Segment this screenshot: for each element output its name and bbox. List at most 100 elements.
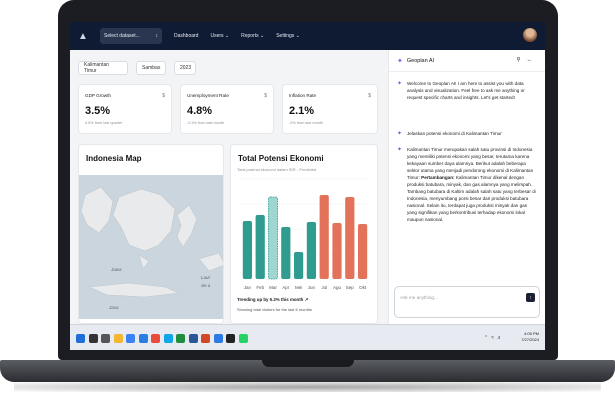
stat-value: 3.5% bbox=[85, 105, 111, 117]
chart-title: Total Potensi Ekonomi bbox=[238, 154, 324, 163]
map-label: Se a bbox=[201, 283, 211, 288]
chevron-up-icon[interactable]: ⌃ bbox=[484, 335, 492, 341]
chat-header-actions: ⚲↔ bbox=[516, 57, 538, 63]
x-tick-label: Mei bbox=[295, 285, 302, 290]
x-tick-label: Sep bbox=[346, 285, 355, 290]
clock-time: 4:05 PM bbox=[524, 331, 539, 336]
bar-okt[interactable] bbox=[357, 224, 368, 279]
mail-icon[interactable] bbox=[138, 334, 148, 343]
stat-card-unemployment: Unemployment Rate $ 4.8% -0.3% from last… bbox=[180, 84, 274, 134]
laptop-base bbox=[0, 360, 615, 382]
stat-change: -0.3% from last month bbox=[187, 121, 225, 125]
x-tick-label: Jun bbox=[308, 285, 316, 290]
bar-agu[interactable] bbox=[332, 223, 342, 279]
explorer-icon[interactable] bbox=[113, 334, 123, 343]
map-shapes bbox=[79, 175, 223, 319]
top-navbar: ▲ Select dataset... ↕ Dashboard Users ⌄ … bbox=[70, 22, 545, 50]
sparkle-icon: ✦ bbox=[397, 57, 403, 65]
message-text: Kalimantan Timur merupakan salah satu pr… bbox=[407, 147, 534, 180]
clock-date: 7/27/2024 bbox=[521, 337, 539, 342]
bar-feb[interactable] bbox=[255, 215, 265, 279]
x-tick-label: Agu bbox=[333, 285, 342, 290]
message-text-block: Kalimantan Timur merupakan salah satu pr… bbox=[407, 146, 537, 274]
x-tick-label: Mar bbox=[269, 285, 277, 290]
vscode-icon[interactable] bbox=[213, 334, 223, 343]
terminal-icon[interactable] bbox=[226, 334, 235, 343]
chat-message-assistant: ✦ Kalimantan Timur merupakan salah satu … bbox=[397, 146, 537, 274]
stat-change: -0% from last month bbox=[289, 121, 323, 125]
laptop-shadow bbox=[14, 382, 601, 392]
bar-jul[interactable] bbox=[319, 195, 329, 279]
chrome-icon[interactable] bbox=[151, 334, 160, 343]
windows-icon[interactable] bbox=[76, 334, 85, 343]
bar-jan[interactable] bbox=[242, 221, 253, 279]
bar-chart: Jan Feb Mar Apr Mei Jun Jul Agu Sep Okt bbox=[241, 178, 369, 290]
dataset-select[interactable]: Select dataset... ↕ bbox=[100, 28, 162, 44]
whatsapp-icon[interactable] bbox=[238, 334, 248, 343]
bar-apr[interactable] bbox=[281, 227, 291, 279]
x-tick-label: Jan bbox=[244, 285, 252, 290]
filter-regency[interactable]: Sambas bbox=[136, 61, 166, 75]
store-icon[interactable] bbox=[126, 334, 135, 343]
bar-mei[interactable] bbox=[293, 252, 304, 279]
send-button[interactable]: ↑ bbox=[526, 293, 535, 302]
bar-sep[interactable] bbox=[345, 197, 355, 279]
sparkle-icon: ✦ bbox=[397, 131, 403, 137]
stat-title: Inflation Rate bbox=[289, 93, 317, 98]
word-icon[interactable] bbox=[188, 334, 198, 343]
bar-jun[interactable] bbox=[306, 222, 317, 279]
nav-settings[interactable]: Settings ⌄ bbox=[276, 33, 300, 39]
task-view-icon[interactable] bbox=[101, 334, 110, 343]
stat-card-inflation: Inflation Rate $ 2.1% -0% from last mont… bbox=[282, 84, 378, 134]
x-tick-label: Apr bbox=[282, 285, 290, 290]
stat-value: 2.1% bbox=[289, 105, 315, 117]
clock[interactable]: 4:05 PM 7/27/2024 bbox=[521, 331, 539, 343]
chevron-up-down-icon: ↕ bbox=[155, 33, 159, 39]
chat-header: ✦ Geoplan AI ⚲↔ bbox=[389, 50, 545, 72]
x-tick-label: Okt bbox=[359, 285, 367, 290]
nav-dashboard[interactable]: Dashboard bbox=[174, 33, 199, 39]
volume-icon[interactable]: ♬ bbox=[497, 335, 505, 341]
x-tick-label: Feb bbox=[256, 285, 264, 290]
system-tray: ⌃≈♬ bbox=[484, 335, 505, 341]
nav-reports[interactable]: Reports ⌄ bbox=[241, 33, 265, 39]
map-label: Jawa bbox=[111, 267, 122, 272]
filter-province[interactable]: Kalimantan Timur bbox=[78, 61, 128, 75]
chat-message-user: ✦ Jelaskan potensi ekonomi di Kalimantan… bbox=[397, 130, 537, 137]
ai-chat-panel: ✦ Geoplan AI ⚲↔ ✦ Welcome to Geoplan AI!… bbox=[388, 50, 545, 324]
stat-card-gdp: GDP Growth $ 3.5% 0.5% from last quarter bbox=[78, 84, 172, 134]
chart-subtitle: Total potensi ekonomi dalam IDR - Predic… bbox=[237, 167, 317, 172]
stat-value: 4.8% bbox=[187, 105, 213, 117]
search-icon[interactable] bbox=[88, 334, 98, 343]
dollar-icon: $ bbox=[368, 93, 371, 99]
message-bold: Pertambangan: bbox=[421, 175, 455, 180]
filter-year[interactable]: 2023 bbox=[174, 61, 196, 75]
bar-mar[interactable] bbox=[267, 196, 279, 280]
chat-input[interactable]: Ask me anything... ↑ bbox=[394, 286, 540, 318]
stat-title: Unemployment Rate bbox=[187, 93, 229, 98]
stat-title: GDP Growth bbox=[85, 93, 111, 98]
app-logo-icon[interactable]: ▲ bbox=[78, 30, 88, 42]
sparkle-icon: ✦ bbox=[397, 81, 403, 87]
screen: ▲ Select dataset... ↕ Dashboard Users ⌄ … bbox=[70, 22, 545, 350]
wifi-icon[interactable]: ≈ bbox=[491, 335, 497, 341]
powerpoint-icon[interactable] bbox=[201, 334, 210, 343]
sparkle-icon: ✦ bbox=[397, 147, 403, 153]
excel-icon[interactable] bbox=[176, 334, 185, 343]
user-avatar[interactable] bbox=[523, 28, 537, 42]
message-text: Kalimantan Timur dikenal dengan produksi… bbox=[407, 175, 536, 222]
x-tick-label: Jul bbox=[321, 285, 327, 290]
map-label: Laut bbox=[201, 275, 210, 280]
message-text: Welcome to Geoplan AI! I am here to assi… bbox=[407, 81, 525, 100]
expand-icon[interactable]: ↔ bbox=[526, 57, 538, 63]
search-icon[interactable]: ⚲ bbox=[516, 57, 527, 63]
map-label: Java bbox=[109, 305, 119, 310]
chat-title: Geoplan AI bbox=[406, 57, 435, 64]
chart-panel: Total Potensi Ekonomi Total potensi ekon… bbox=[230, 144, 378, 324]
nav-users[interactable]: Users ⌄ bbox=[210, 33, 230, 39]
dataset-select-label: Select dataset... bbox=[104, 33, 140, 39]
trend-text: Trending up by 5.2% this month ↗ bbox=[237, 297, 309, 302]
indonesia-map[interactable]: Jawa Laut Java Se a bbox=[79, 175, 223, 319]
edge-icon[interactable] bbox=[163, 334, 173, 343]
